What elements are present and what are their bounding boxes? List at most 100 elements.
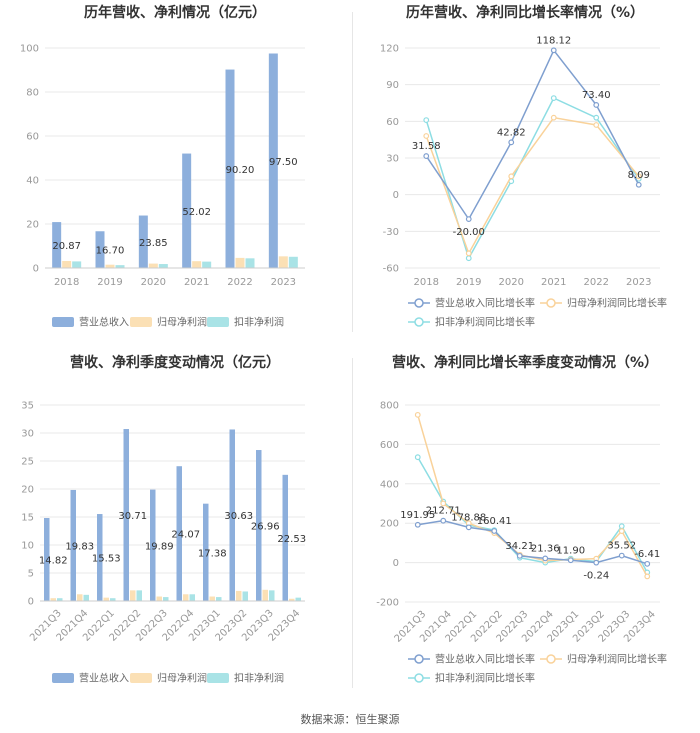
legend-swatch-marker — [546, 298, 556, 308]
data-source-label: 数据来源：恒生聚源 — [300, 713, 400, 726]
bar-data-label: 23.85 — [139, 238, 168, 249]
legend-swatch-marker — [414, 317, 424, 327]
y-tick-label: 30 — [386, 154, 399, 165]
vertical-divider — [352, 12, 353, 332]
bar-net-profit — [209, 596, 215, 601]
bar-data-label: 30.71 — [118, 511, 147, 522]
line-data-label: 160.41 — [477, 516, 512, 527]
line-data-label: 31.58 — [412, 141, 441, 152]
annual-growth-rate-svg: 历年营收、净利同比增长率情况（%） -60 -30 0 30 60 90 120 31.58 -2… — [380, 4, 667, 329]
legend-swatch — [130, 673, 152, 683]
x-tick-label: 2018 — [414, 277, 439, 288]
bar-data-label: 30.63 — [224, 511, 253, 522]
bar-deducted-profit — [83, 594, 89, 601]
line-point — [414, 454, 421, 461]
quarterly-growth-rate-svg: 营收、净利同比增长率季度变动情况（%） -200 0 200 400 600 800 191.… — [376, 354, 667, 685]
bar-data-label: 14.82 — [39, 556, 68, 567]
bar-net-profit — [103, 597, 109, 601]
line-point — [618, 528, 625, 534]
legend-label: 归母净利润同比增长率 — [567, 297, 667, 310]
y-tick-label: 100 — [20, 44, 39, 55]
line-point — [567, 557, 574, 564]
bar-revenue — [176, 466, 182, 601]
line-point — [465, 216, 472, 223]
line-point — [516, 552, 523, 559]
bar-revenue — [123, 429, 129, 601]
line-data-label: 42.82 — [497, 127, 526, 138]
bar-deducted-profit — [202, 261, 212, 268]
legend-swatch-marker — [546, 654, 556, 664]
line-data-label: 34.21 — [505, 541, 534, 552]
line-net-profit-growth — [425, 116, 640, 256]
bar-deducted-profit — [72, 261, 82, 268]
bar-net-profit — [130, 590, 136, 601]
bar-revenue — [138, 215, 148, 268]
y-tick-label: 800 — [380, 401, 399, 412]
legend-label: 扣非净利润 — [234, 672, 284, 685]
legend-label: 归母净利润 — [157, 672, 207, 685]
line-data-label: 8.09 — [628, 170, 650, 181]
y-tick-label: 90 — [386, 80, 399, 91]
line-point — [508, 139, 515, 146]
bar-net-profit — [289, 598, 295, 601]
bar-revenue — [52, 222, 62, 268]
line-point — [593, 122, 600, 128]
bar-data-label: 20.87 — [52, 241, 81, 252]
quarterly-revenue-profit-chart: 营收、净利季度变动情况（亿元） 0 5 10 15 20 25 30 35 14.82 19.83 1… — [0, 345, 350, 700]
bar-net-profit — [148, 263, 158, 268]
bar-data-label: 17.38 — [198, 548, 227, 559]
bar-revenue — [203, 503, 209, 601]
bar-net-profit — [236, 590, 242, 601]
bar-deducted-profit — [163, 597, 169, 601]
bar-deducted-profit — [189, 594, 195, 601]
annual-revenue-profit-svg: 历年营收、净利情况（亿元） 0 20 40 60 80 100 20.87 16.70 23.85… — [20, 4, 305, 329]
x-tick-label: 2019 — [456, 277, 481, 288]
bar-deducted-profit — [136, 590, 142, 601]
bar-data-label: 19.89 — [145, 541, 174, 552]
bar-deducted-profit — [245, 258, 255, 268]
legend-swatch — [52, 317, 74, 327]
x-tick-label: 2023 — [626, 277, 651, 288]
bar-net-profit — [235, 257, 245, 268]
line-point — [593, 114, 600, 121]
y-tick-label: 60 — [386, 117, 399, 128]
legend-label: 归母净利润 — [157, 316, 207, 329]
line-point — [593, 559, 600, 566]
y-tick-label: 15 — [21, 513, 34, 524]
bar-revenue — [229, 429, 235, 601]
bar-data-label: 26.96 — [251, 522, 280, 533]
bar-data-label: 90.20 — [226, 165, 255, 176]
bar-revenue — [150, 489, 156, 601]
line-data-label: 118.12 — [536, 35, 571, 46]
y-tick-label: 10 — [21, 541, 34, 552]
line-data-label: -20.00 — [453, 227, 485, 238]
line-point — [423, 117, 430, 124]
chart-title: 营收、净利季度变动情况（亿元） — [70, 354, 280, 371]
bar-net-profit — [105, 264, 115, 268]
bar-net-profit — [192, 261, 202, 268]
y-tick-label: 80 — [26, 88, 39, 99]
line-point — [440, 500, 447, 507]
line-point — [644, 573, 651, 580]
legend-label: 营业总收入 — [79, 672, 129, 685]
line-point — [542, 555, 549, 562]
line-data-label: 178.88 — [451, 512, 486, 523]
y-tick-label: 20 — [26, 220, 39, 231]
legend-label: 扣非净利润 — [234, 316, 284, 329]
bar-deducted-profit — [288, 256, 298, 268]
legend-swatch-marker — [414, 673, 424, 683]
line-point — [635, 181, 642, 188]
x-tick-label: 2022 — [227, 277, 252, 288]
line-point — [491, 528, 498, 534]
y-tick-label: 40 — [26, 176, 39, 187]
line-point — [644, 560, 651, 567]
y-tick-label: 200 — [380, 519, 399, 530]
bar-revenue — [95, 231, 105, 268]
line-point — [550, 47, 557, 54]
y-tick-label: 5 — [28, 569, 34, 580]
line-data-label: 21.36 — [531, 543, 560, 554]
y-tick-label: 20 — [21, 485, 34, 496]
chart-title: 营收、净利同比增长率季度变动情况（%） — [392, 354, 658, 371]
line-data-label: 35.52 — [607, 541, 636, 552]
annual-growth-rate-chart: 历年营收、净利同比增长率情况（%） -60 -30 0 30 60 90 120 31.58 -2… — [350, 0, 700, 345]
